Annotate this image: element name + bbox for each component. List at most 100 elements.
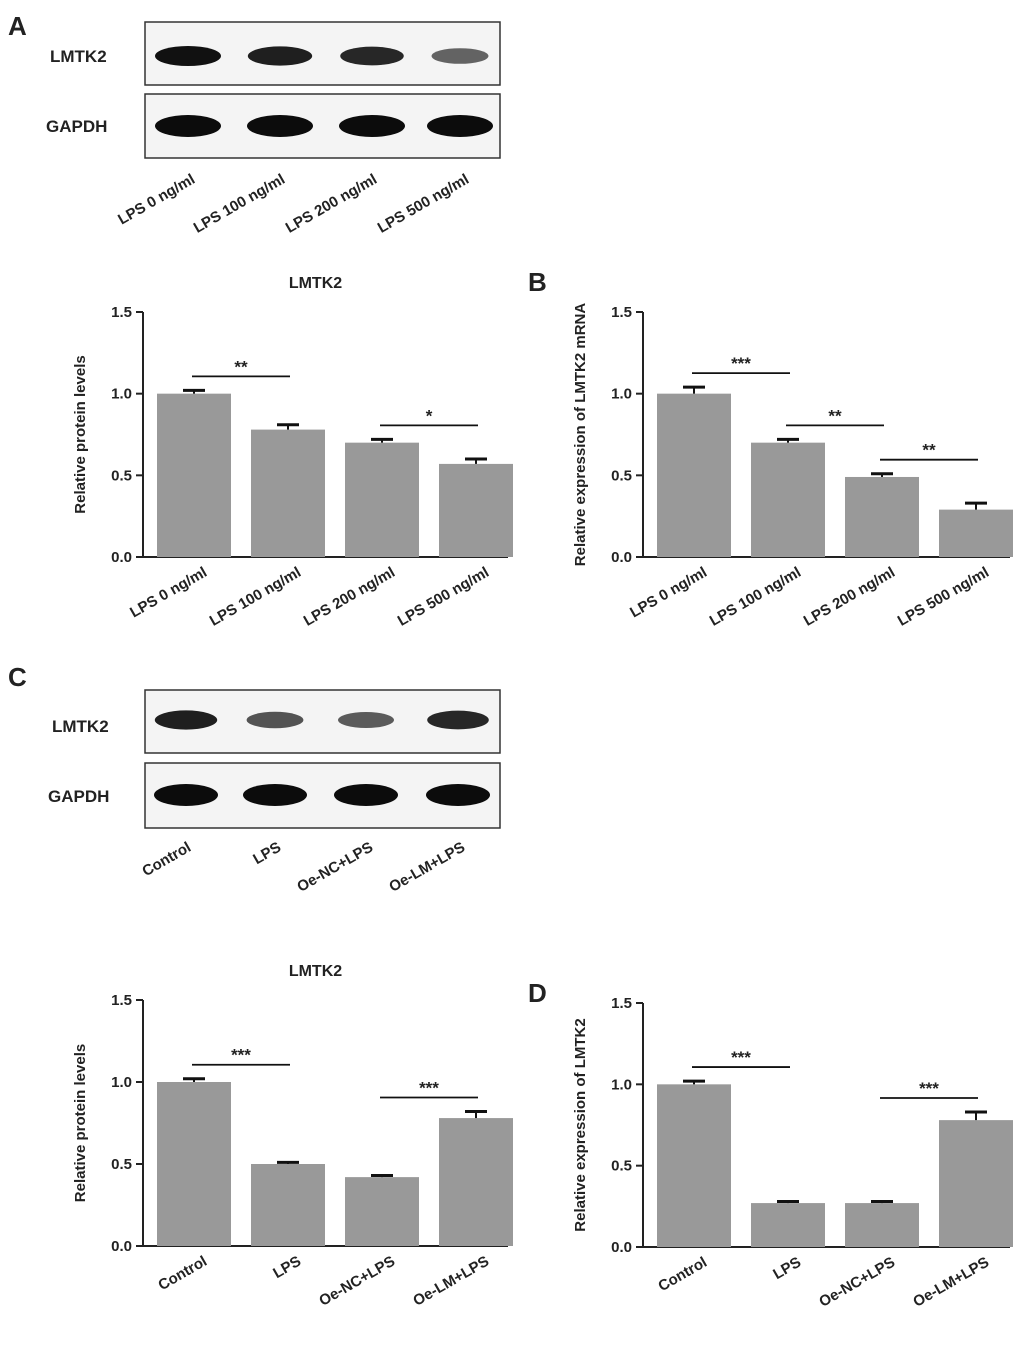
y-axis-label: Relative protein levels [72,355,89,513]
gapdh-band [154,784,218,806]
lmtk2-band [427,710,489,730]
blot-row-label: LMTK2 [52,717,109,736]
x-tick-label: LPS [270,1253,304,1282]
y-axis-label: Relative expression of LMTK2 [572,1018,589,1231]
western-blot-c: LMTK2 GAPDH Control LPS Oe-NC+LPS Oe-LM+… [48,689,501,896]
significance-label: * [426,406,433,425]
bar [439,1118,513,1246]
blot-row-label: GAPDH [46,117,107,136]
x-tick-label: LPS 500 ng/ml [395,564,492,630]
x-tick-label: LPS 200 ng/ml [801,564,898,630]
bar [751,442,825,557]
lmtk2-band [338,712,394,728]
panel-letter-b: B [528,267,547,297]
significance-label: ** [234,357,248,376]
gapdh-bands [154,784,490,806]
lane-label: Oe-LM+LPS [386,839,468,896]
blot-row-label: LMTK2 [50,47,107,66]
x-tick-label: LPS 200 ng/ml [301,564,398,630]
bar-chart-a-protein: LMTK2 Relative protein levels 0.0 0.5 1.0 1.5… [72,275,513,630]
bar [751,1203,825,1247]
lmtk2-band [340,46,404,66]
blot-lane-labels: Control LPS Oe-NC+LPS Oe-LM+LPS [139,839,468,896]
bar [251,429,325,557]
bar [345,442,419,557]
gapdh-band [155,115,221,137]
western-blot-a: LMTK2 GAPDH LPS 0 ng/ml LPS 100 ng/ml LP… [46,21,501,237]
y-axis-label: Relative protein levels [72,1044,89,1202]
lmtk2-band [431,48,489,64]
x-tick-label: LPS 100 ng/ml [707,564,804,630]
lane-label: LPS 0 ng/ml [115,171,198,229]
bar [939,1120,1013,1247]
bar-chart-d-expression: Relative expression of LMTK2 0.0 0.5 1.0 1.5… [572,995,1013,1311]
y-tick-label: 0.0 [111,1238,132,1255]
y-tick-label: 0.5 [111,467,132,484]
y-tick-label: 1.5 [111,992,132,1009]
chart-title: LMTK2 [289,963,342,980]
x-tick-label: LPS 500 ng/ml [895,564,992,630]
y-axis-label: Relative expression of LMTK2 mRNA [572,303,589,567]
y-tick-label: 1.0 [611,386,632,403]
blot-lane-labels: LPS 0 ng/ml LPS 100 ng/ml LPS 200 ng/ml … [115,171,472,237]
x-tick-label: LPS 0 ng/ml [627,564,710,622]
x-tick-label: Control [155,1253,210,1294]
y-tick-label: 0.5 [111,1156,132,1173]
bar [157,1082,231,1246]
gapdh-band [427,115,493,137]
y-tick-label: 1.0 [111,1074,132,1091]
gapdh-band [243,784,307,806]
gapdh-band [334,784,398,806]
y-tick-label: 0.0 [611,1239,632,1256]
y-tick-label: 1.5 [111,304,132,321]
lane-label: Oe-NC+LPS [294,839,376,896]
bar [845,476,919,557]
significance-label: *** [731,1048,751,1067]
lmtk2-band [246,711,304,729]
x-tick-label: Oe-LM+LPS [910,1254,992,1311]
x-tick-label: LPS 100 ng/ml [207,564,304,630]
lane-label: LPS 100 ng/ml [191,171,288,237]
significance-label: *** [919,1079,939,1098]
panel-letter-a: A [8,11,27,41]
x-tick-label: Oe-NC+LPS [316,1253,398,1310]
chart-title: LMTK2 [289,275,342,292]
y-tick-label: 0.5 [611,1158,632,1175]
bar [657,1084,731,1247]
y-tick-label: 0.0 [111,549,132,566]
y-tick-label: 0.0 [611,549,632,566]
lmtk2-band [247,46,313,66]
y-tick-label: 0.5 [611,467,632,484]
lmtk2-band [155,46,221,66]
bar-chart-b-mrna: Relative expression of LMTK2 mRNA 0.0 0.5 1… [572,303,1013,630]
y-tick-label: 1.0 [111,386,132,403]
bar [157,393,231,557]
x-tick-label: LPS [770,1254,804,1283]
lmtk2-band [154,710,218,730]
bar [251,1164,325,1246]
y-tick-label: 1.5 [611,304,632,321]
lane-label: Control [139,839,194,880]
lmtk2-bands [154,710,489,730]
significance-label: ** [828,406,842,425]
gapdh-bands [155,115,493,137]
gapdh-band [426,784,490,806]
x-tick-label: Control [655,1254,710,1295]
bar [939,509,1013,557]
y-tick-label: 1.5 [611,995,632,1012]
bar [439,463,513,557]
significance-label: *** [419,1079,439,1098]
bar [845,1203,919,1247]
significance-label: *** [231,1046,251,1065]
bar [657,393,731,557]
significance-label: *** [731,354,751,373]
x-tick-label: LPS 0 ng/ml [127,564,210,622]
lane-label: LPS 200 ng/ml [283,171,380,237]
x-tick-label: Oe-LM+LPS [410,1253,492,1310]
lmtk2-bands [155,46,489,66]
bar-chart-c-protein: LMTK2 Relative protein levels 0.0 0.5 1.0 1.5… [72,963,513,1310]
x-tick-label: Oe-NC+LPS [816,1254,898,1311]
bar [345,1177,419,1246]
y-tick-label: 1.0 [611,1076,632,1093]
panel-letter-d: D [528,978,547,1008]
